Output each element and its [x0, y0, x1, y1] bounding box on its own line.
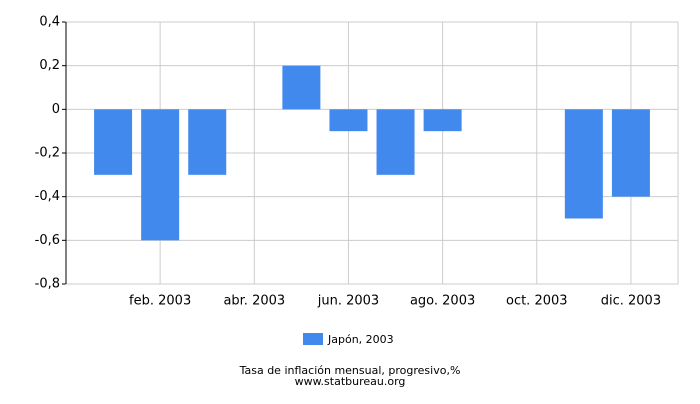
- x-tick-label: jun. 2003: [317, 294, 379, 309]
- y-tick-label: 0: [52, 102, 60, 117]
- bar: [564, 109, 603, 219]
- legend-label: Japón, 2003: [327, 333, 394, 346]
- y-tick-label: 0,2: [39, 58, 60, 73]
- bar: [329, 109, 368, 132]
- x-tick-label: ago. 2003: [410, 294, 475, 309]
- y-tick-label: -0,6: [35, 233, 60, 248]
- bar: [611, 109, 650, 197]
- x-tick-label: dic. 2003: [601, 294, 661, 309]
- bar: [376, 109, 415, 175]
- y-tick-label: -0,4: [35, 189, 60, 204]
- bar: [423, 109, 462, 132]
- source: www.statbureau.org: [295, 375, 406, 388]
- y-tick-label: -0,8: [35, 277, 60, 292]
- bar: [282, 65, 321, 110]
- x-tick-label: abr. 2003: [223, 294, 285, 309]
- chart-title: Tasa de inflación mensual, progresivo,%: [239, 364, 461, 377]
- legend-swatch: [303, 333, 323, 345]
- y-tick-label: 0,4: [39, 15, 60, 30]
- y-tick-label: -0,2: [35, 146, 60, 161]
- bar: [141, 109, 180, 241]
- bar: [188, 109, 227, 175]
- x-tick-label: oct. 2003: [506, 294, 568, 309]
- bar: [94, 109, 133, 175]
- x-tick-label: feb. 2003: [129, 294, 191, 309]
